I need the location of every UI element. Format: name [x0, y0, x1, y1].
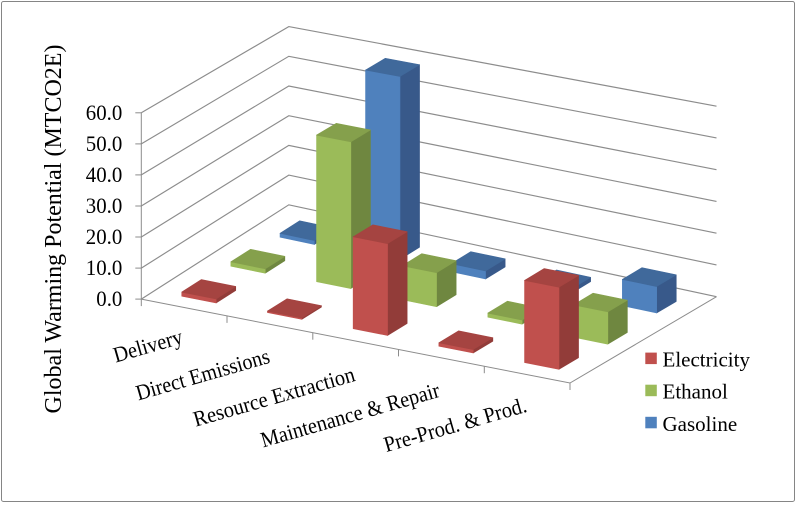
svg-text:Ethanol: Ethanol — [663, 380, 728, 404]
svg-text:Global Warming Potential (MTCO: Global Warming Potential (MTCO2E) — [41, 45, 67, 414]
svg-text:50.0: 50.0 — [86, 131, 123, 156]
svg-text:60.0: 60.0 — [86, 100, 123, 125]
svg-text:20.0: 20.0 — [86, 224, 123, 249]
svg-text:30.0: 30.0 — [86, 193, 123, 218]
svg-text:10.0: 10.0 — [86, 255, 123, 280]
svg-text:0.0: 0.0 — [96, 286, 122, 311]
svg-text:40.0: 40.0 — [86, 162, 123, 187]
svg-text:Gasoline: Gasoline — [663, 412, 738, 436]
svg-text:Electricity: Electricity — [663, 348, 751, 372]
